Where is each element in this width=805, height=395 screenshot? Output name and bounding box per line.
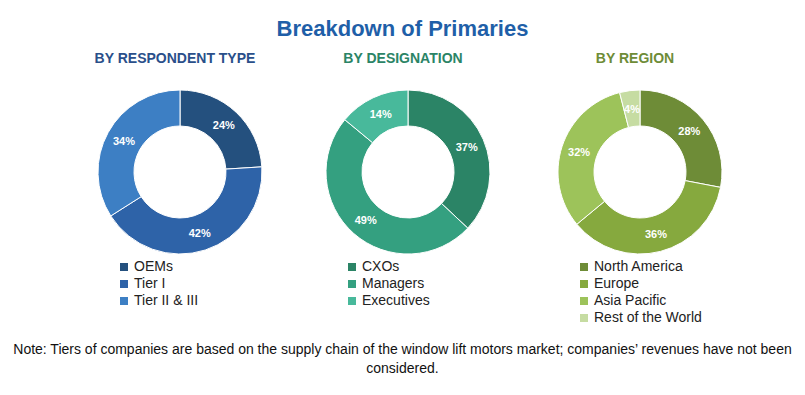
svg-text:24%: 24% <box>213 119 235 131</box>
svg-text:28%: 28% <box>678 125 700 137</box>
svg-text:34%: 34% <box>113 135 135 147</box>
svg-text:14%: 14% <box>370 108 392 120</box>
html-text:BY DESIGNATION: BY DESIGNATION <box>343 50 463 66</box>
html-text:Asia Pacific: Asia Pacific <box>594 292 667 308</box>
html-text:OEMs: OEMs <box>134 258 173 274</box>
svg-text:42%: 42% <box>189 227 211 239</box>
html-text:Executives: Executives <box>362 292 430 308</box>
html-text:Tier I: Tier I <box>134 275 166 291</box>
html-text:Rest of the World: Rest of the World <box>594 309 702 325</box>
html-text:Managers: Managers <box>362 275 425 291</box>
svg-text:49%: 49% <box>355 214 377 226</box>
svg-text:36%: 36% <box>645 228 667 240</box>
svg-text:32%: 32% <box>568 146 590 158</box>
svg-text:37%: 37% <box>456 141 478 153</box>
html-text:North America: North America <box>594 258 683 274</box>
html-text:Breakdown of Primaries: Breakdown of Primaries <box>276 16 529 41</box>
html-text:Note: Tiers of companies are b: Note: Tiers of companies are based on th… <box>13 341 792 376</box>
svg-text:4%: 4% <box>624 103 640 115</box>
html-text:BY REGION: BY REGION <box>595 50 675 66</box>
html-text:BY RESPONDENT TYPE: BY RESPONDENT TYPE <box>94 50 256 66</box>
html-text:CXOs: CXOs <box>362 258 400 274</box>
html-text:Europe: Europe <box>594 275 640 291</box>
html-text:Tier II & III: Tier II & III <box>134 292 198 308</box>
